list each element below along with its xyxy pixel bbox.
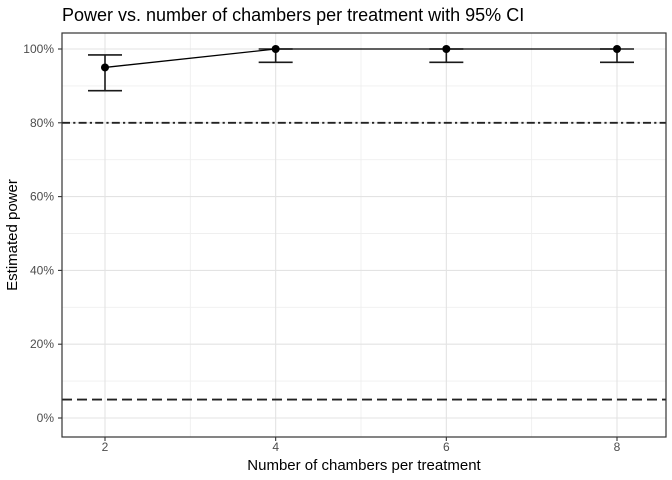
y-tick-label: 0% <box>37 411 55 425</box>
panel-border <box>61 32 667 438</box>
x-axis-title: Number of chambers per treatment <box>247 457 481 474</box>
x-tick-label: 4 <box>272 440 279 454</box>
data-point <box>613 45 621 53</box>
x-tick-label: 2 <box>102 440 109 454</box>
data-point <box>442 45 451 53</box>
x-tick-label: 6 <box>443 440 450 454</box>
x-tick-label: 8 <box>614 440 621 454</box>
y-tick-label: 20% <box>30 337 54 351</box>
y-tick-label: 100% <box>23 42 54 56</box>
y-tick-label: 60% <box>30 190 54 204</box>
data-point <box>101 63 109 72</box>
data-point <box>271 45 280 53</box>
y-tick-label: 40% <box>30 263 54 277</box>
chart-title: Power vs. number of chambers per treatme… <box>62 5 524 25</box>
panel-background <box>62 33 666 437</box>
y-tick-label: 80% <box>30 116 54 130</box>
power-line <box>104 48 617 69</box>
y-axis-title: Estimated power <box>4 179 21 291</box>
chart-plot-area: 2 4 6 80%20%40%60%80%100% <box>23 32 667 454</box>
